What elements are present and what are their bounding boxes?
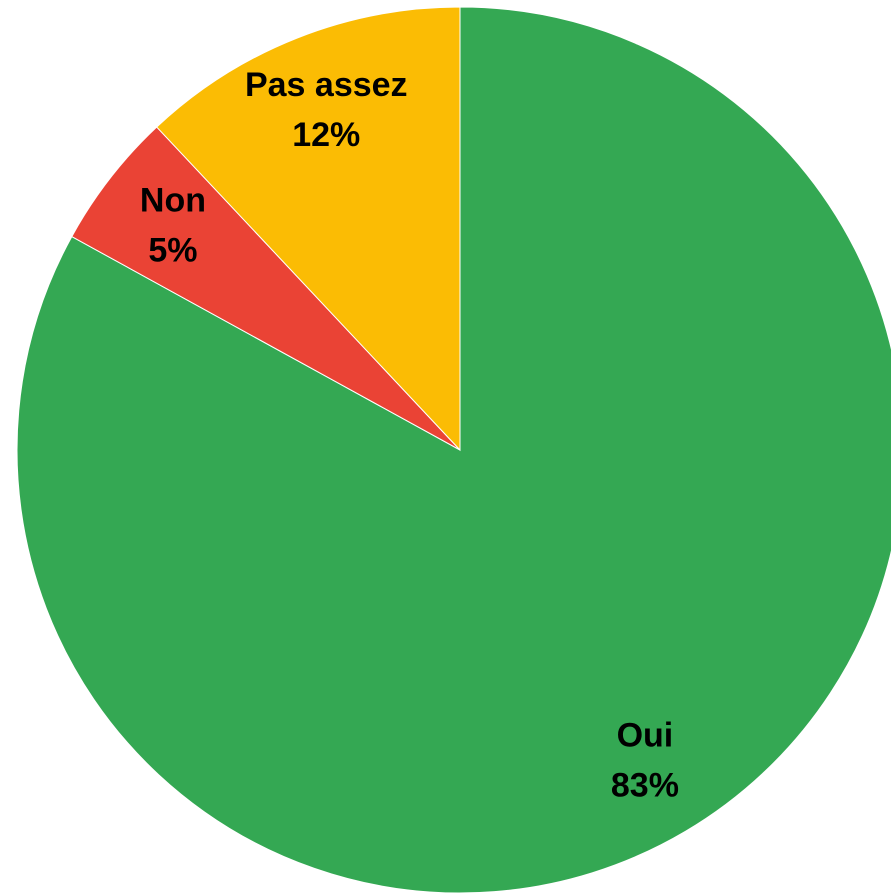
slice-value-label: 12% bbox=[292, 116, 360, 154]
slice-label: Pas assez bbox=[245, 66, 408, 104]
slice-label: Oui bbox=[617, 717, 674, 755]
slice-label: Non bbox=[140, 181, 206, 219]
pie-slice bbox=[156, 6, 461, 452]
pie-slice bbox=[16, 6, 891, 893]
slice-value-label: 83% bbox=[611, 767, 679, 805]
slice-value-label: 5% bbox=[148, 231, 197, 269]
